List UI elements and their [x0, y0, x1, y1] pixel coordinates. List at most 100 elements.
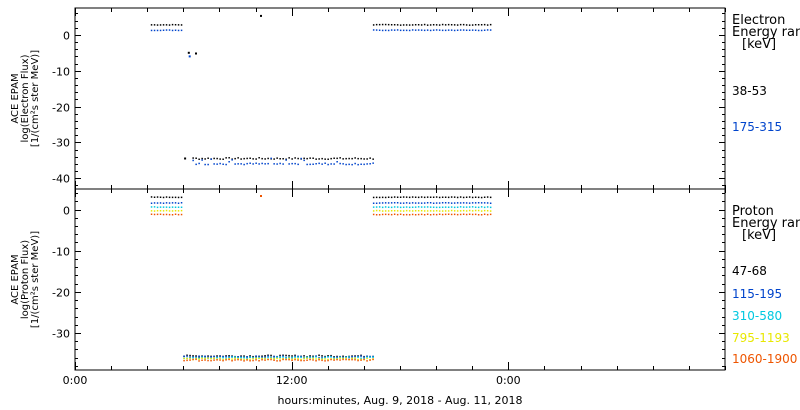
data-point	[243, 358, 245, 361]
data-point	[441, 202, 444, 204]
data-point	[387, 29, 390, 32]
data-point	[249, 360, 251, 362]
data-point	[408, 214, 411, 216]
data-point	[177, 202, 180, 204]
data-point	[483, 29, 486, 31]
data-point	[378, 206, 381, 208]
data-point	[300, 157, 302, 160]
data-point	[387, 210, 390, 212]
data-point	[339, 359, 341, 361]
data-point	[153, 196, 156, 198]
data-point	[414, 29, 417, 31]
data-point	[246, 356, 248, 358]
data-point	[204, 357, 206, 360]
data-point	[438, 202, 441, 204]
data-point	[447, 29, 450, 31]
data-point	[384, 196, 387, 199]
data-point	[288, 163, 290, 165]
data-point	[204, 158, 206, 160]
data-point	[456, 29, 459, 31]
data-point	[234, 359, 236, 361]
data-point	[282, 354, 284, 356]
data-point	[444, 196, 447, 198]
data-point	[171, 23, 174, 26]
data-point	[312, 157, 314, 159]
data-point	[324, 158, 326, 160]
data-point	[231, 356, 233, 358]
data-point	[372, 162, 374, 164]
data-point	[411, 24, 414, 26]
data-point	[420, 202, 423, 204]
data-point	[291, 355, 293, 357]
data-point	[321, 359, 323, 362]
data-point	[408, 196, 411, 199]
data-point	[390, 206, 393, 209]
data-point	[417, 196, 420, 199]
data-point	[237, 358, 239, 361]
data-point	[360, 163, 362, 165]
data-point	[195, 163, 197, 166]
series-310-580	[150, 206, 492, 360]
data-point	[228, 355, 230, 357]
data-point	[198, 360, 200, 362]
data-point	[327, 356, 329, 358]
data-point	[471, 210, 474, 212]
data-point	[462, 209, 465, 212]
data-point	[405, 213, 408, 216]
data-point	[441, 206, 444, 208]
data-point	[366, 158, 368, 160]
data-point	[486, 202, 489, 204]
data-point	[150, 202, 153, 204]
data-point	[216, 356, 218, 359]
legend-entry: 795-1193	[732, 331, 790, 345]
data-point	[180, 24, 183, 26]
data-point	[288, 356, 290, 359]
data-point	[489, 206, 492, 209]
series-795-1193	[150, 209, 492, 361]
data-point	[399, 206, 402, 209]
data-point	[420, 196, 423, 198]
data-point	[300, 359, 302, 362]
data-point	[480, 210, 483, 212]
data-point	[411, 206, 414, 208]
data-point	[201, 355, 203, 358]
data-point	[489, 196, 492, 199]
data-point	[417, 202, 420, 204]
data-point	[378, 202, 381, 204]
data-point	[459, 29, 462, 31]
data-point	[423, 23, 426, 26]
data-point	[276, 357, 278, 360]
data-point	[228, 356, 230, 359]
data-point	[438, 213, 441, 215]
x-tick-label: 12:00	[276, 374, 308, 387]
data-point	[471, 24, 474, 26]
data-point	[420, 29, 423, 31]
data-point	[255, 359, 257, 361]
data-point	[399, 210, 402, 212]
data-point	[216, 359, 218, 361]
x-axis-title: hours:minutes, Aug. 9, 2018 - Aug. 11, 2…	[277, 394, 522, 407]
data-point	[402, 206, 405, 208]
data-point	[252, 359, 254, 362]
data-point	[297, 157, 299, 160]
data-point	[177, 206, 180, 208]
data-point	[474, 24, 477, 26]
data-point	[187, 51, 190, 54]
data-point	[447, 206, 450, 208]
data-point	[297, 163, 299, 166]
data-point	[408, 202, 411, 204]
data-point	[360, 354, 362, 357]
data-point	[381, 29, 384, 32]
data-point	[243, 355, 245, 357]
data-point	[345, 357, 347, 359]
data-point	[153, 24, 156, 26]
data-point	[360, 355, 362, 357]
data-point	[417, 24, 420, 26]
data-point	[471, 202, 474, 204]
data-point	[444, 206, 447, 208]
data-point	[162, 210, 165, 212]
data-point	[468, 206, 471, 208]
data-point	[306, 157, 308, 160]
data-point	[450, 24, 453, 26]
